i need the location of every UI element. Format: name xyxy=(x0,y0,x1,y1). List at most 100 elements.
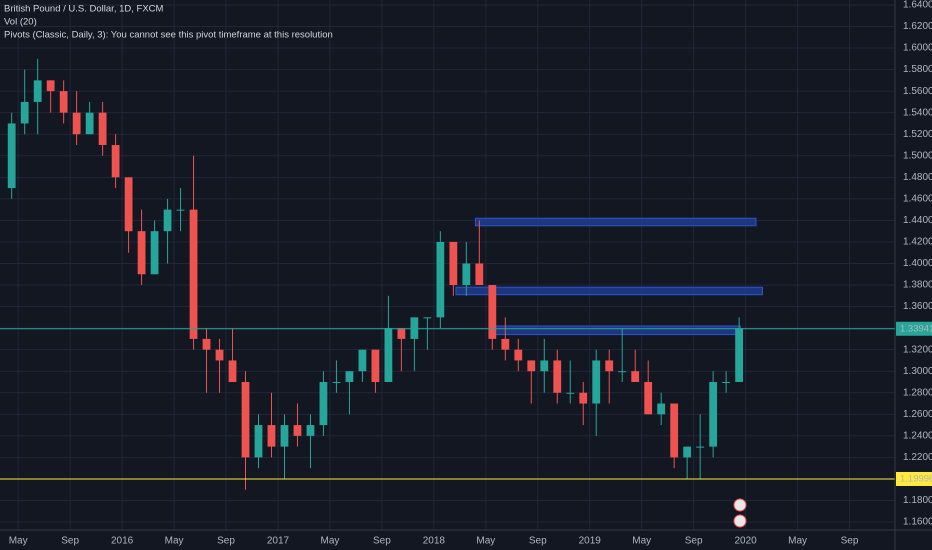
x-tick-label: May xyxy=(165,536,184,547)
x-tick-label: 2018 xyxy=(423,536,446,547)
candle-body xyxy=(514,349,523,361)
indicator-label: Vol (20) xyxy=(4,17,37,28)
plot-area xyxy=(0,0,895,530)
candle-body xyxy=(475,263,484,286)
candle-body xyxy=(488,285,497,339)
event-marker[interactable] xyxy=(733,514,747,528)
y-tick-label: 1.52000 xyxy=(903,129,932,140)
candle-body xyxy=(449,241,458,286)
candle-body xyxy=(540,360,549,372)
candle-body xyxy=(20,101,29,124)
candle-body xyxy=(46,80,55,92)
y-tick-label: 1.16000 xyxy=(903,517,932,528)
candle-body xyxy=(33,80,42,102)
candle-body xyxy=(436,241,445,318)
candle-body xyxy=(124,177,133,232)
x-tick-label: 2017 xyxy=(267,536,290,547)
candle-body xyxy=(657,403,666,415)
price-label: 1.19996 xyxy=(900,473,932,484)
candle-body xyxy=(59,91,68,113)
price-label-box xyxy=(896,471,932,486)
y-tick-label: 1.44000 xyxy=(903,215,932,226)
y-tick-label: 1.56000 xyxy=(903,86,932,97)
x-tick-label: May xyxy=(632,536,651,547)
candle-body xyxy=(397,328,406,339)
y-tick-label: 1.32000 xyxy=(903,344,932,355)
candle-body xyxy=(85,112,94,135)
candle-body xyxy=(709,381,718,447)
y-tick-label: 1.50000 xyxy=(903,150,932,161)
candle-body xyxy=(501,338,510,350)
candle-body xyxy=(722,381,731,383)
candle-body xyxy=(553,360,562,393)
candle-body xyxy=(202,338,211,350)
candle-body xyxy=(644,381,653,415)
candle-body xyxy=(111,144,120,178)
price-label: 1.33941 xyxy=(900,323,932,334)
candle-body xyxy=(150,231,159,275)
x-tick-label: Sep xyxy=(529,536,547,547)
candle-body xyxy=(137,231,146,275)
candle-body xyxy=(228,360,237,382)
y-tick-label: 1.64000 xyxy=(903,0,932,11)
x-tick-label: 2020 xyxy=(734,536,757,547)
candle-body xyxy=(98,112,107,145)
y-tick-label: 1.36000 xyxy=(903,301,932,312)
candle-body xyxy=(670,403,679,458)
candle-body xyxy=(527,360,536,372)
zone xyxy=(490,325,741,336)
candle-body xyxy=(566,392,575,394)
y-tick-label: 1.54000 xyxy=(903,107,932,118)
candle-body xyxy=(293,425,302,436)
y-tick-label: 1.40000 xyxy=(903,258,932,269)
zone xyxy=(474,217,757,227)
y-tick-label: 1.48000 xyxy=(903,172,932,183)
candle-body xyxy=(306,425,315,436)
candle-body xyxy=(7,123,16,189)
candle-body xyxy=(358,349,367,372)
indicator-label: Pivots (Classic, Daily, 3): You cannot s… xyxy=(4,30,333,41)
y-tick-label: 1.58000 xyxy=(903,64,932,75)
zone xyxy=(455,286,764,296)
candle-body xyxy=(241,381,250,458)
candle-body xyxy=(735,328,744,382)
y-tick-label: 1.42000 xyxy=(903,237,932,248)
candle-body xyxy=(215,349,224,361)
candle-body xyxy=(280,425,289,447)
candle-body xyxy=(254,425,263,458)
event-marker[interactable] xyxy=(733,498,747,512)
candle-body xyxy=(163,209,172,232)
candle-body xyxy=(696,446,705,448)
y-tick-label: 1.38000 xyxy=(903,280,932,291)
x-tick-label: Sep xyxy=(373,536,391,547)
x-tick-label: Sep xyxy=(217,536,235,547)
candle-body xyxy=(618,371,627,373)
candle-body xyxy=(345,371,354,382)
x-tick-label: May xyxy=(320,536,339,547)
x-tick-label: May xyxy=(476,536,495,547)
candle-body xyxy=(371,349,380,382)
y-tick-label: 1.46000 xyxy=(903,193,932,204)
y-tick-label: 1.62000 xyxy=(903,21,932,32)
candle-body xyxy=(410,317,419,339)
x-tick-label: Sep xyxy=(841,536,859,547)
candle-body xyxy=(462,263,471,286)
candle-body xyxy=(592,360,601,404)
x-tick-label: 2019 xyxy=(579,536,602,547)
candle-body xyxy=(631,371,640,382)
candle-body xyxy=(423,317,432,319)
x-tick-label: May xyxy=(788,536,807,547)
y-tick-label: 1.24000 xyxy=(903,430,932,441)
candle-body xyxy=(176,209,185,211)
candle-body xyxy=(189,209,198,339)
y-tick-label: 1.18000 xyxy=(903,495,932,506)
y-tick-label: 1.26000 xyxy=(903,409,932,420)
price-label-box xyxy=(896,321,932,336)
y-tick-label: 1.22000 xyxy=(903,452,932,463)
x-tick-label: May xyxy=(9,536,28,547)
candle-body xyxy=(319,381,328,426)
candle-body xyxy=(72,112,81,135)
candle-body xyxy=(683,446,692,458)
candle-body xyxy=(332,381,341,383)
